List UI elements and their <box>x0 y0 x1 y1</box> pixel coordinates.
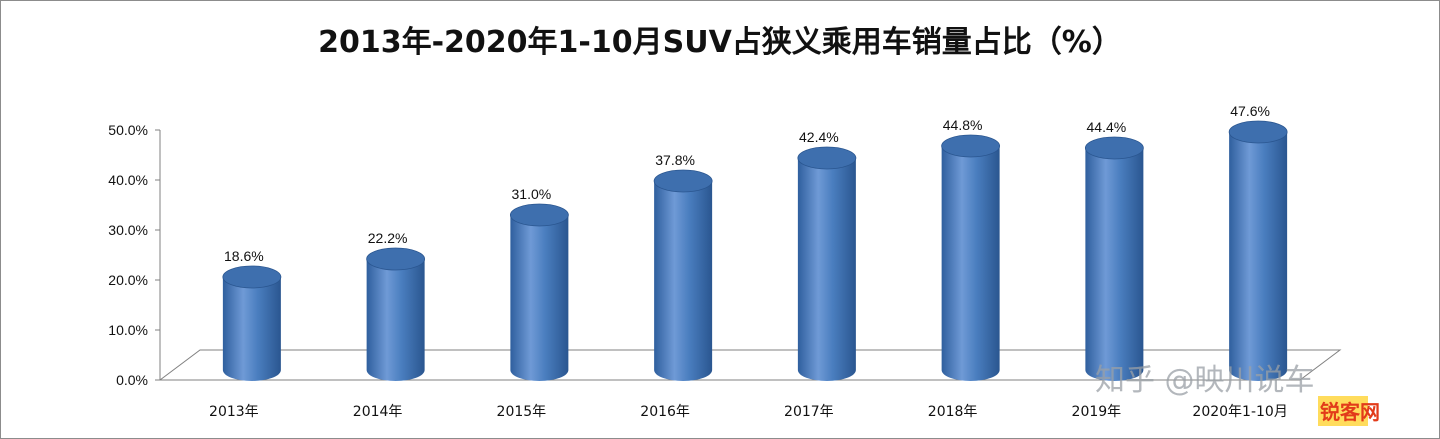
data-label: 44.8% <box>943 117 983 133</box>
bar <box>366 247 426 381</box>
x-category-label: 2018年 <box>928 404 978 420</box>
bar-top <box>653 169 713 193</box>
bar-body <box>366 259 425 381</box>
axes <box>158 130 1342 381</box>
bar <box>653 169 713 381</box>
x-category-label: 2013年 <box>209 404 259 420</box>
y-tick-label: 20.0% <box>108 272 148 288</box>
bar-top <box>1228 120 1288 144</box>
y-tick-label: 0.0% <box>116 372 148 388</box>
x-category-label: 2016年 <box>640 404 690 420</box>
bar-body <box>222 277 281 381</box>
bar-top <box>1084 136 1144 160</box>
data-label: 31.0% <box>512 186 552 202</box>
y-tick-label: 50.0% <box>108 122 148 138</box>
bar-top <box>941 134 1001 158</box>
bar-top <box>509 203 569 227</box>
site-logo-text: 锐客网 <box>1320 400 1380 424</box>
x-category-label: 2020年1-10月 <box>1192 404 1287 420</box>
y-tick-label: 40.0% <box>108 172 148 188</box>
data-label: 22.2% <box>368 230 408 246</box>
chart-title: 2013年-2020年1-10月SUV占狭义乘用车销量占比（%） <box>318 25 1122 60</box>
bar <box>222 265 282 381</box>
bar-body <box>510 215 569 381</box>
x-category-label: 2014年 <box>353 404 403 420</box>
x-axis-categories: 2013年 2014年 2015年 2016年 2017年 2018年 2019年 2020年… <box>209 404 1288 420</box>
site-logo: 锐客网 <box>1318 396 1380 426</box>
bar-top <box>366 247 426 271</box>
data-label: 47.6% <box>1230 103 1270 119</box>
data-labels: 18.6% 22.2% 31.0% 37.8% 42.4% 44.8% 44.4% 47.6% <box>224 103 1270 264</box>
bar <box>941 134 1001 381</box>
watermark-text: 知乎 @映川说车 <box>1095 363 1315 398</box>
bar-body <box>1085 148 1144 381</box>
bar-body <box>1229 132 1288 381</box>
bar <box>797 146 857 381</box>
x-category-label: 2017年 <box>784 404 834 420</box>
data-label: 42.4% <box>799 129 839 145</box>
bar-top <box>797 146 857 170</box>
bar-body <box>797 158 856 381</box>
bars <box>222 120 1288 381</box>
bar <box>1084 136 1144 381</box>
bar-body <box>654 181 713 381</box>
bar-top <box>222 265 282 289</box>
y-tick-label: 30.0% <box>108 222 148 238</box>
y-axis-ticks: 0.0% 10.0% 20.0% 30.0% 40.0% 50.0% <box>108 122 160 388</box>
x-category-label: 2019年 <box>1072 404 1122 420</box>
data-label: 37.8% <box>655 152 695 168</box>
x-category-label: 2015年 <box>497 404 547 420</box>
bar <box>509 203 569 381</box>
data-label: 18.6% <box>224 248 264 264</box>
bar-body <box>941 146 1000 381</box>
y-tick-label: 10.0% <box>108 322 148 338</box>
data-label: 44.4% <box>1087 119 1127 135</box>
bar <box>1228 120 1288 381</box>
